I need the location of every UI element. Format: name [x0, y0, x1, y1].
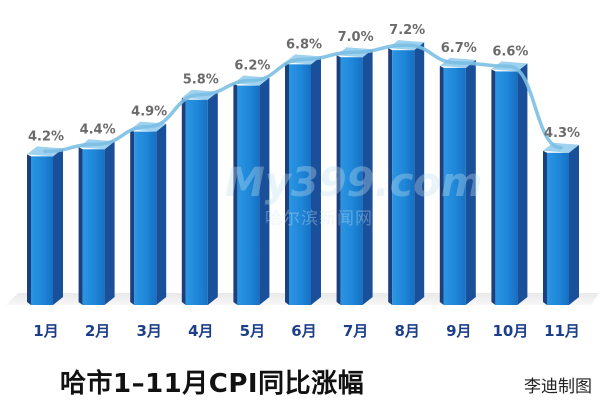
bar-side-1: [53, 148, 63, 305]
data-label-10: 6.6%: [492, 44, 528, 59]
data-label-4: 5.8%: [183, 73, 219, 88]
bar-side-2: [104, 141, 115, 305]
x-tick-label-8: 8月: [394, 322, 419, 340]
bar-front-2: [82, 149, 105, 305]
bar-front-5: [237, 85, 260, 305]
x-tick-label-10: 10月: [492, 322, 528, 340]
bar-side-10: [517, 63, 528, 305]
bar-3: [130, 121, 167, 305]
bar-10: [491, 61, 528, 305]
data-label-7: 7.0%: [338, 30, 374, 45]
bar-edge-3: [130, 129, 135, 305]
bar-front-8: [392, 50, 415, 305]
x-tick-label-9: 9月: [446, 322, 471, 340]
bar-side-7: [362, 49, 373, 305]
bar-8: [388, 40, 425, 305]
bar-edge-1: [27, 154, 31, 305]
bar-side-5: [259, 77, 270, 305]
bar-4: [181, 89, 218, 305]
data-label-9: 6.7%: [441, 41, 477, 56]
bar-side-6: [311, 56, 321, 305]
bar-2: [78, 139, 115, 305]
bar-front-6: [289, 64, 311, 305]
bar-front-7: [340, 57, 363, 305]
bar-front-3: [134, 131, 157, 305]
bar-edge-6: [285, 62, 289, 305]
bar-edge-10: [491, 69, 496, 305]
x-tick-label-1: 1月: [33, 322, 58, 340]
x-tick-label-4: 4月: [188, 322, 213, 340]
x-tick-label-3: 3月: [136, 322, 161, 340]
bar-front-11: [547, 152, 569, 305]
data-label-6: 6.8%: [286, 37, 322, 52]
bar-side-4: [207, 91, 218, 305]
bar-edge-5: [233, 83, 238, 305]
bar-11: [543, 142, 579, 305]
bar-edge-9: [439, 65, 444, 306]
data-label-11: 4.3%: [544, 126, 580, 141]
bar-9: [439, 57, 476, 306]
x-tick-label-2: 2月: [85, 322, 110, 340]
bar-edge-11: [543, 150, 547, 305]
chart-title: 哈市1–11月CPI同比涨幅: [60, 369, 365, 399]
chart-credit: 李迪制图: [524, 377, 592, 397]
bar-side-11: [569, 144, 579, 305]
x-tick-label-11: 11月: [544, 322, 580, 340]
bar-edge-8: [388, 48, 393, 305]
bar-7: [336, 47, 373, 305]
x-tick-label-6: 6月: [291, 322, 316, 340]
bar-front-9: [443, 67, 466, 306]
bar-side-8: [414, 42, 425, 305]
bar-5: [233, 75, 270, 305]
bar-side-9: [465, 59, 476, 306]
bar-front-1: [31, 156, 53, 305]
data-label-1: 4.2%: [28, 129, 64, 144]
bar-front-4: [185, 99, 208, 305]
data-label-3: 4.9%: [131, 105, 167, 120]
bar-6: [285, 54, 321, 305]
bar-front-10: [495, 71, 518, 305]
bar-1: [27, 146, 63, 305]
bar-edge-7: [336, 55, 341, 305]
data-label-8: 7.2%: [389, 23, 425, 38]
bar-side-3: [156, 123, 167, 305]
x-tick-label-7: 7月: [343, 322, 368, 340]
data-label-5: 6.2%: [234, 59, 270, 74]
trend-line: [43, 43, 563, 154]
bar-edge-4: [181, 97, 186, 305]
x-tick-label-5: 5月: [240, 322, 265, 340]
data-label-2: 4.4%: [80, 122, 116, 137]
bar-edge-2: [78, 147, 83, 305]
